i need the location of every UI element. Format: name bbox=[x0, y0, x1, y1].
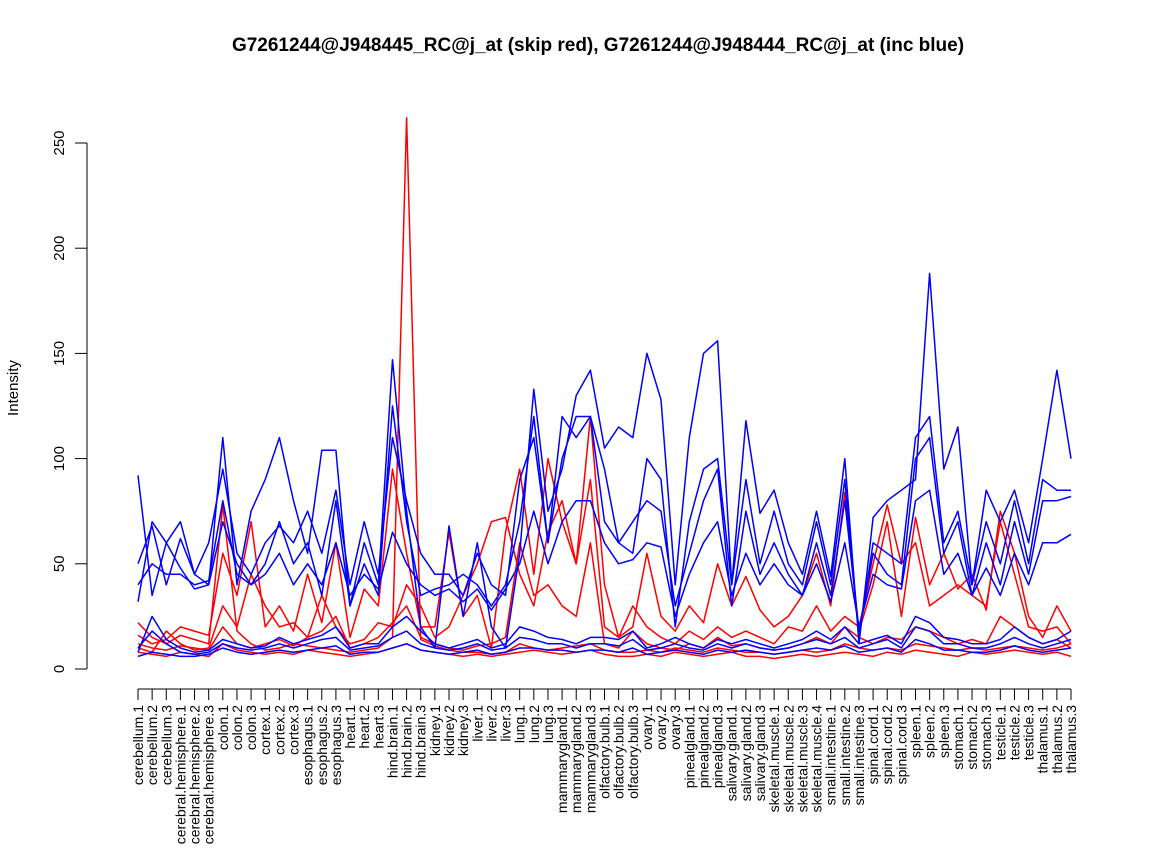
x-axis: cerebellum.1cerebellum.2cerebellum.3cere… bbox=[130, 688, 1079, 845]
series-line-8 bbox=[137, 405, 1072, 632]
series-line-7 bbox=[137, 415, 1071, 639]
x-tick-label: spinal.cord.2 bbox=[879, 705, 895, 785]
series-line-5 bbox=[137, 643, 1072, 660]
x-tick-label: olfactory.bulb.1 bbox=[597, 705, 613, 799]
x-tick-label: esophagus.3 bbox=[328, 705, 344, 785]
series-line-1 bbox=[137, 117, 1072, 656]
x-tick-label: salivary.gland.2 bbox=[738, 705, 754, 801]
x-tick-label: small.intestine.3 bbox=[851, 705, 867, 806]
y-axis: 0 50 100 150 200 250 bbox=[51, 130, 88, 673]
x-tick-label: esophagus.1 bbox=[300, 705, 316, 785]
x-tick-label: hind.brain.2 bbox=[399, 705, 415, 778]
y-tick-label: 0 bbox=[51, 665, 68, 673]
y-tick-label: 250 bbox=[51, 130, 68, 155]
x-tick-label: skeletal.muscle.2 bbox=[780, 705, 796, 813]
x-tick-label: salivary.gland.1 bbox=[724, 705, 740, 801]
x-tick-label: thalamus.2 bbox=[1049, 705, 1065, 774]
series-line-12 bbox=[137, 638, 1072, 658]
x-tick-label: stomach.3 bbox=[978, 705, 994, 770]
x-tick-label: pinealgland.2 bbox=[695, 705, 711, 789]
x-tick-label: ovary.3 bbox=[667, 705, 683, 750]
x-tick-label: liver.3 bbox=[498, 705, 514, 742]
series-line-6 bbox=[137, 272, 1072, 649]
x-tick-label: lung.2 bbox=[526, 705, 542, 743]
x-tick-label: cortex.3 bbox=[286, 705, 302, 755]
x-tick-label: spleen.3 bbox=[936, 705, 952, 758]
x-tick-label: olfactory.bulb.2 bbox=[611, 705, 627, 799]
series-line-9 bbox=[137, 489, 1072, 628]
x-tick-label: testicle.2 bbox=[1006, 705, 1022, 760]
series-line-4 bbox=[137, 542, 1072, 651]
x-tick-label: liver.2 bbox=[483, 705, 499, 742]
x-tick-label: cerebellum.1 bbox=[130, 705, 146, 785]
y-axis-label: Intensity bbox=[5, 360, 22, 416]
x-tick-label: cerebral.hemisphere.2 bbox=[187, 705, 203, 845]
x-tick-label: stomach.1 bbox=[950, 705, 966, 770]
x-tick-label: salivary.gland.3 bbox=[752, 705, 768, 801]
x-tick-label: heart.2 bbox=[356, 705, 372, 749]
x-tick-label: cortex.1 bbox=[257, 705, 273, 755]
x-tick-label: lung.1 bbox=[512, 705, 528, 743]
x-tick-label: ovary.2 bbox=[653, 705, 669, 750]
x-tick-label: cerebellum.3 bbox=[158, 705, 174, 785]
x-tick-label: pinealgland.1 bbox=[681, 705, 697, 789]
x-tick-label: pinealgland.3 bbox=[710, 705, 726, 789]
x-tick-label: kidney.2 bbox=[441, 705, 457, 756]
x-tick-label: stomach.2 bbox=[964, 705, 980, 770]
chart-title: G7261244@J948445_RC@j_at (skip red), G72… bbox=[232, 35, 964, 56]
x-tick-label: mammarygland.3 bbox=[582, 705, 598, 813]
x-tick-label: lung.3 bbox=[540, 705, 556, 743]
x-tick-label: spleen.2 bbox=[922, 705, 938, 758]
x-tick-label: colon.3 bbox=[243, 705, 259, 750]
x-tick-label: liver.1 bbox=[469, 705, 485, 742]
x-tick-label: kidney.1 bbox=[427, 705, 443, 756]
x-tick-label: ovary.1 bbox=[639, 705, 655, 750]
x-tick-label: cortex.2 bbox=[271, 705, 287, 755]
x-tick-label: mammarygland.2 bbox=[568, 705, 584, 813]
series-line-3 bbox=[137, 478, 1072, 653]
x-tick-label: skeletal.muscle.4 bbox=[809, 705, 825, 813]
y-tick-label: 150 bbox=[51, 341, 68, 366]
x-tick-label: heart.3 bbox=[370, 705, 386, 749]
x-tick-label: thalamus.3 bbox=[1063, 705, 1079, 774]
x-tick-label: colon.1 bbox=[215, 705, 231, 750]
x-tick-label: spinal.cord.3 bbox=[893, 705, 909, 785]
x-tick-label: esophagus.2 bbox=[314, 705, 330, 785]
x-tick-label: small.intestine.2 bbox=[837, 705, 853, 806]
x-tick-label: skeletal.muscle.1 bbox=[766, 705, 782, 813]
x-tick-label: olfactory.bulb.3 bbox=[625, 705, 641, 799]
x-tick-label: kidney.3 bbox=[455, 705, 471, 756]
x-tick-label: spleen.1 bbox=[908, 705, 924, 758]
x-tick-label: testicle.3 bbox=[1021, 705, 1037, 760]
x-tick-label: cerebral.hemisphere.3 bbox=[201, 705, 217, 845]
x-tick-label: cerebellum.2 bbox=[144, 705, 160, 785]
x-tick-label: heart.1 bbox=[342, 705, 358, 749]
x-tick-label: small.intestine.1 bbox=[823, 705, 839, 806]
x-tick-label: thalamus.1 bbox=[1035, 705, 1051, 774]
x-tick-label: hind.brain.3 bbox=[413, 705, 429, 778]
series-line-11 bbox=[137, 626, 1072, 656]
x-tick-label: cerebral.hemisphere.1 bbox=[172, 705, 188, 845]
series-layer bbox=[137, 117, 1072, 660]
x-tick-label: skeletal.muscle.3 bbox=[794, 705, 810, 813]
y-tick-label: 100 bbox=[51, 446, 68, 471]
x-tick-label: hind.brain.1 bbox=[384, 705, 400, 778]
y-tick-label: 200 bbox=[51, 236, 68, 261]
x-tick-label: mammarygland.1 bbox=[554, 705, 570, 813]
x-tick-label: testicle.1 bbox=[992, 705, 1008, 760]
series-line-2 bbox=[137, 415, 1072, 649]
y-tick-label: 50 bbox=[51, 555, 68, 572]
x-tick-label: colon.2 bbox=[229, 705, 245, 750]
series-line-10 bbox=[137, 615, 1072, 653]
x-tick-label: spinal.cord.1 bbox=[865, 705, 881, 785]
